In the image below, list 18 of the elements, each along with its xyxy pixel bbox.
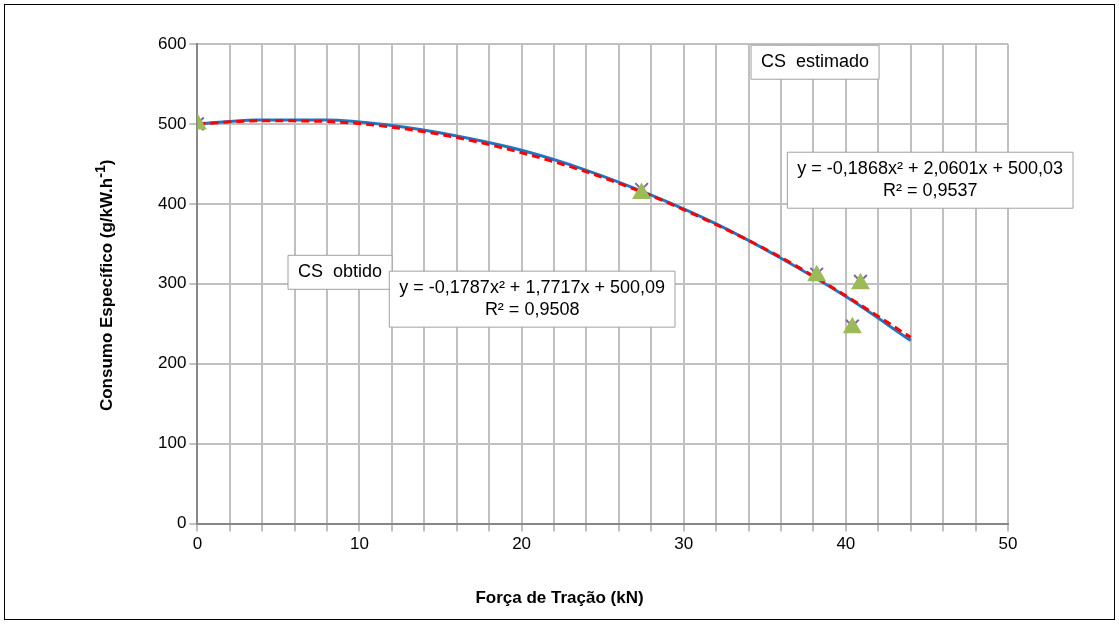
annotation: CS estimado bbox=[761, 51, 870, 72]
x-tick-label: 50 bbox=[998, 534, 1018, 554]
x-tick-label: 0 bbox=[192, 534, 203, 554]
x-tick-label: 40 bbox=[836, 534, 856, 554]
y-tick-label: 600 bbox=[157, 33, 187, 53]
y-tick-label: 0 bbox=[176, 513, 187, 533]
annotation: y = -0,1787x² + 1,7717x + 500,09 R² = 0,9508 bbox=[399, 277, 666, 320]
x-tick-label: 30 bbox=[674, 534, 694, 554]
x-axis-title: Força de Tração (kN) bbox=[474, 588, 645, 608]
y-tick-label: 300 bbox=[157, 273, 187, 293]
annotation: y = -0,1868x² + 2,0601x + 500,03 R² = 0,9537 bbox=[797, 158, 1064, 201]
y-tick-label: 500 bbox=[157, 113, 187, 133]
y-tick-label: 400 bbox=[157, 193, 187, 213]
x-tick-label: 20 bbox=[512, 534, 532, 554]
x-tick-label: 10 bbox=[350, 534, 369, 554]
y-tick-label: 100 bbox=[157, 433, 187, 453]
annotation: CS obtido bbox=[298, 261, 383, 282]
y-tick-label: 200 bbox=[157, 353, 187, 373]
